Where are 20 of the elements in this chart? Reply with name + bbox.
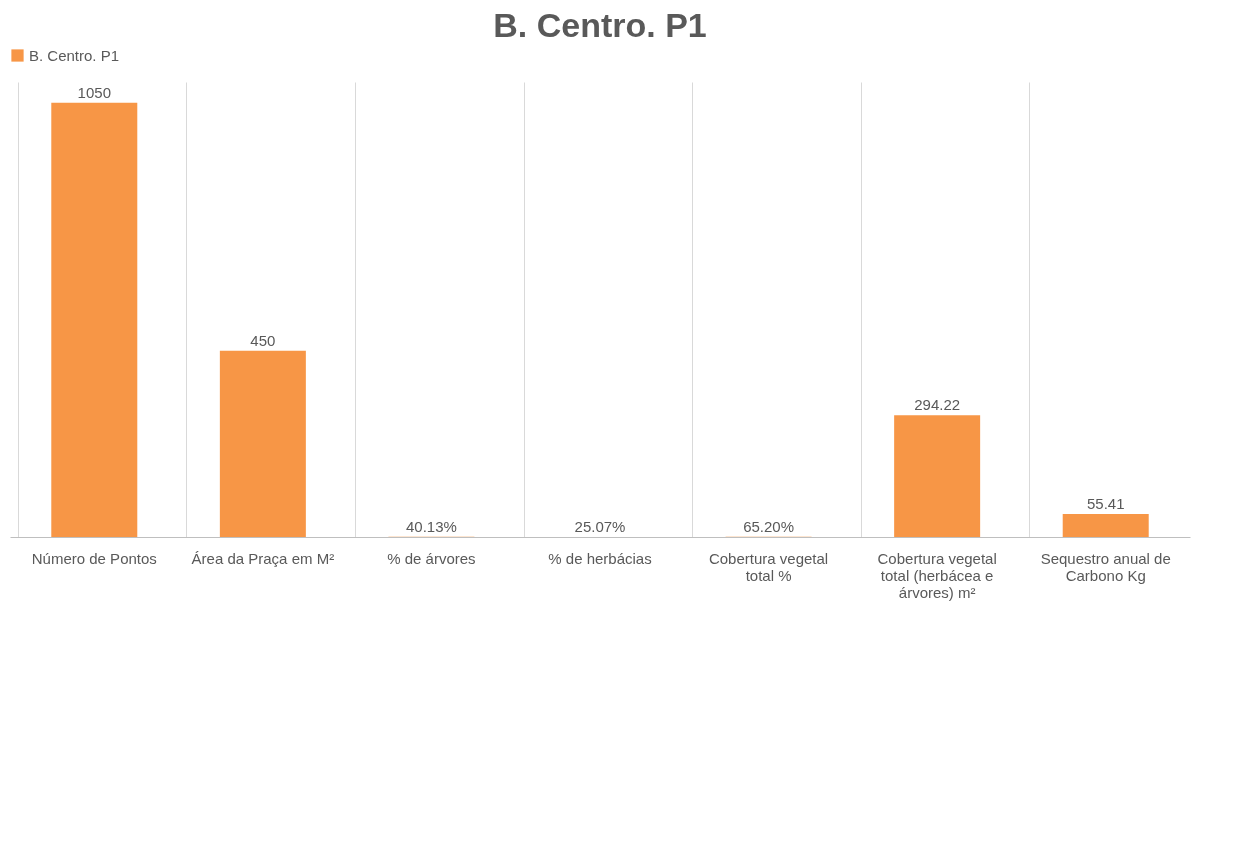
x-tick-label: % de herbácias — [548, 549, 652, 567]
bar — [51, 102, 138, 537]
x-tick-label: Cobertura vegetal total % — [708, 549, 829, 584]
data-label: 25.07% — [574, 517, 626, 535]
bar — [219, 350, 306, 537]
data-label: 450 — [250, 331, 276, 349]
x-tick-label: Cobertura vegetal total (herbácea e árvores) m² — [877, 549, 997, 601]
x-tick-label: Área da Praça em M² — [191, 549, 335, 567]
data-label: 55.41 — [1086, 495, 1125, 513]
data-label: 1050 — [77, 83, 111, 101]
x-tick-label: Número de Pontos — [31, 549, 157, 567]
bar — [1062, 514, 1149, 537]
data-label: 294.22 — [914, 396, 961, 414]
x-tick-label: % de árvores — [387, 549, 476, 567]
data-label: 65.20% — [743, 517, 795, 535]
legend-label: B. Centro. P1 — [29, 46, 120, 64]
bar — [894, 415, 981, 537]
chart-title: B. Centro. P1 — [493, 6, 707, 44]
x-tick-label: Sequestro anual de Carbono Kg — [1040, 549, 1171, 584]
data-label: 40.13% — [405, 517, 457, 535]
